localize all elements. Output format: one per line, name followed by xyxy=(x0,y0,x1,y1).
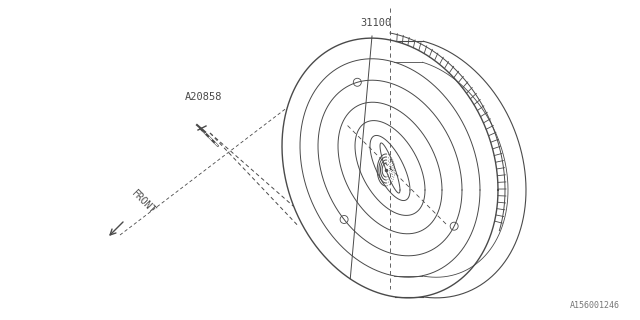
Text: FRONT: FRONT xyxy=(129,188,157,216)
Text: A156001246: A156001246 xyxy=(570,301,620,310)
Text: 31100: 31100 xyxy=(360,18,391,28)
Text: A20858: A20858 xyxy=(185,92,223,102)
